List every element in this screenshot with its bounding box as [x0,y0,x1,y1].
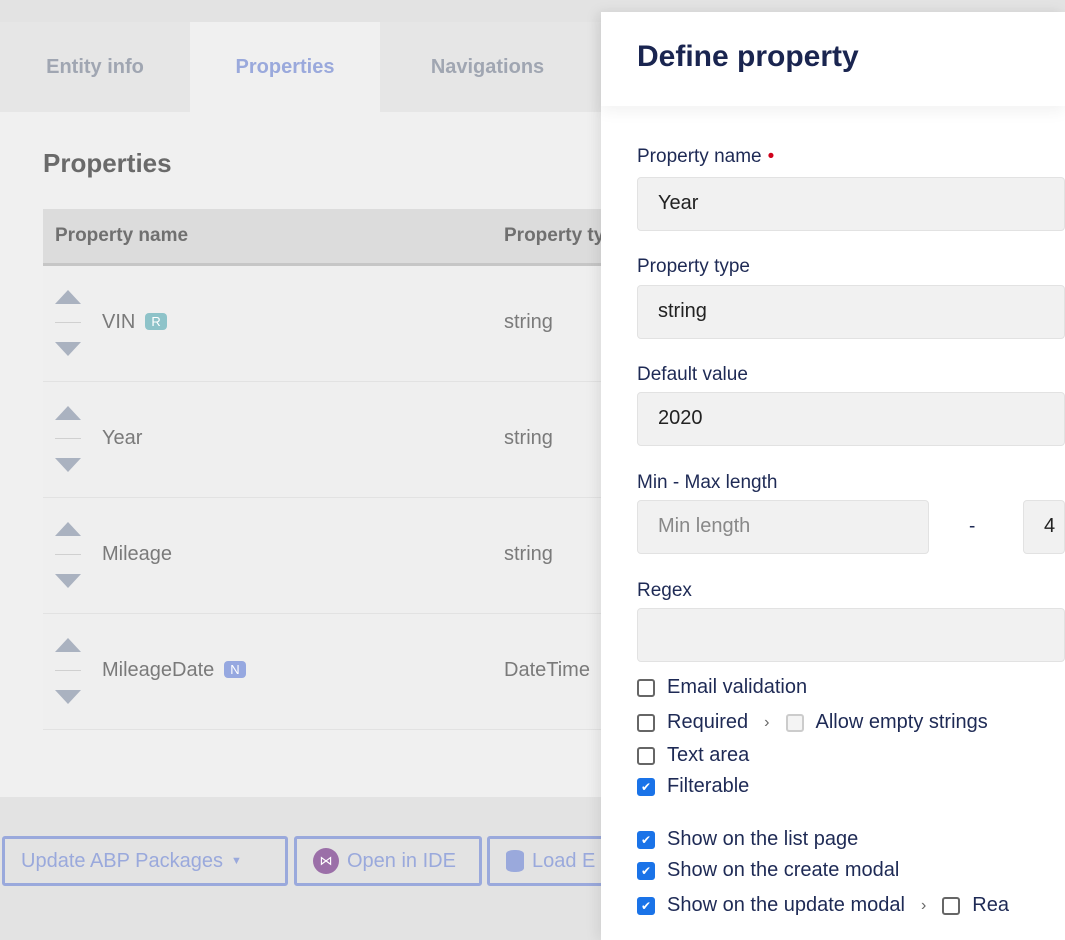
property-name-label: Property name • [637,146,775,167]
panel-title: Define property [637,40,859,73]
checkbox-item[interactable]: ✔ Show on the create modal [637,859,899,882]
default-value-input[interactable]: 2020 [637,392,1065,446]
reorder-handle [55,406,81,472]
caret-down-icon: ▼ [231,855,242,867]
table-header: Property name Property type [43,209,626,266]
property-type-cell: string [504,427,553,449]
min-length-input[interactable]: Min length [637,500,929,554]
property-type-label: Property type [637,256,750,277]
move-up-icon[interactable] [55,638,81,652]
tab-navigations[interactable]: Navigations [430,55,545,78]
property-name-cell[interactable]: VIN R [102,311,167,334]
move-up-icon[interactable] [55,406,81,420]
regex-label: Regex [637,580,692,601]
property-type-cell: DateTime [504,659,590,681]
col-property-type: Property type [504,225,627,246]
checkbox[interactable]: ✔ [637,861,655,880]
move-down-icon[interactable] [55,458,81,472]
property-type-select[interactable]: string [637,285,1065,339]
checkbox[interactable]: ✔ [637,896,655,915]
table-row: MileageDate N DateTime [43,614,601,730]
move-down-icon[interactable] [55,574,81,588]
property-name-cell[interactable]: Mileage [102,543,172,566]
divider [55,322,81,323]
divider [55,438,81,439]
table-row: Mileage string [43,498,601,614]
move-down-icon[interactable] [55,342,81,356]
property-type-cell: string [504,311,553,333]
chevron-right-icon: › [764,713,770,731]
checkbox-label: Required [667,711,749,733]
property-name-cell[interactable]: MileageDate N [102,659,246,682]
section-title: Properties [43,148,172,178]
entity-editor: Entity info Properties Navigations Prope… [0,22,626,797]
checkbox-item[interactable]: Text area [637,744,749,767]
open-in-ide-button[interactable]: ⋈ Open in IDE [294,836,482,886]
checkbox-item[interactable]: ✔ Filterable [637,775,749,798]
default-value-label: Default value [637,364,748,385]
checkbox[interactable] [637,746,655,765]
divider [55,670,81,671]
min-max-length-label: Min - Max length [637,472,778,493]
property-name: Mileage [102,543,173,565]
divider [55,554,81,555]
open-ide-label: Open in IDE [347,849,456,872]
property-name: Year [102,427,143,449]
move-down-icon[interactable] [55,690,81,704]
update-label: Update ABP Packages [21,849,223,872]
sub-checkbox[interactable] [942,896,961,915]
checkbox[interactable]: ✔ [637,777,655,796]
checkbox[interactable]: ✔ [637,830,655,849]
checkbox-label: Show on the update modal [667,894,905,916]
visual-studio-icon: ⋈ [313,848,339,874]
property-name-input[interactable]: Year [637,177,1065,231]
load-label: Load E [532,849,596,872]
max-length-input[interactable]: 4 [1023,500,1065,554]
tab-properties[interactable]: Properties [190,22,380,112]
checkbox-item[interactable]: ✔ Show on the update modal › Rea [637,894,1009,917]
property-name: MileageDate [102,659,215,681]
range-dash: - [969,516,976,537]
table-row: VIN R string [43,266,601,382]
checkbox-item[interactable]: Required › Allow empty strings [637,711,988,734]
checkbox-item[interactable]: ✔ Show on the list page [637,828,858,851]
reorder-handle [55,638,81,704]
required-indicator: • [767,146,775,167]
chevron-right-icon: › [920,896,927,914]
checkbox[interactable] [637,713,655,732]
load-button[interactable]: Load E [487,836,617,886]
checkbox-label: Show on the create modal [667,859,900,881]
regex-input[interactable] [637,608,1065,662]
table-row: Year string [43,382,601,498]
sub-checkbox-label: Allow empty strings [815,711,988,733]
move-up-icon[interactable] [55,290,81,304]
checkbox-label: Filterable [667,775,750,797]
move-up-icon[interactable] [55,522,81,536]
property-name: VIN [102,311,136,333]
property-type-cell: string [504,543,553,565]
col-property-name: Property name [55,225,189,246]
update-abp-packages-button[interactable]: Update ABP Packages ▼ [2,836,288,886]
sub-checkbox-label: Rea [972,894,1009,916]
checkbox[interactable] [637,678,655,697]
checkbox-item[interactable]: Email validation [637,676,807,699]
checkbox-label: Text area [667,744,750,766]
property-badge: R [145,313,167,330]
checkbox-label: Email validation [667,676,808,698]
reorder-handle [55,290,81,356]
property-badge: N [224,661,246,678]
tab-entity-info[interactable]: Entity info [46,55,144,78]
sub-checkbox[interactable] [785,713,804,732]
property-name-cell[interactable]: Year [102,427,142,450]
define-property-panel: Define property Property name • Year Prop… [601,12,1065,940]
database-icon [506,850,524,872]
checkbox-label: Show on the list page [667,828,859,850]
properties-table: Property name Property type VIN R string … [43,209,626,730]
reorder-handle [55,522,81,588]
tab-bar: Entity info Properties Navigations [0,22,601,112]
